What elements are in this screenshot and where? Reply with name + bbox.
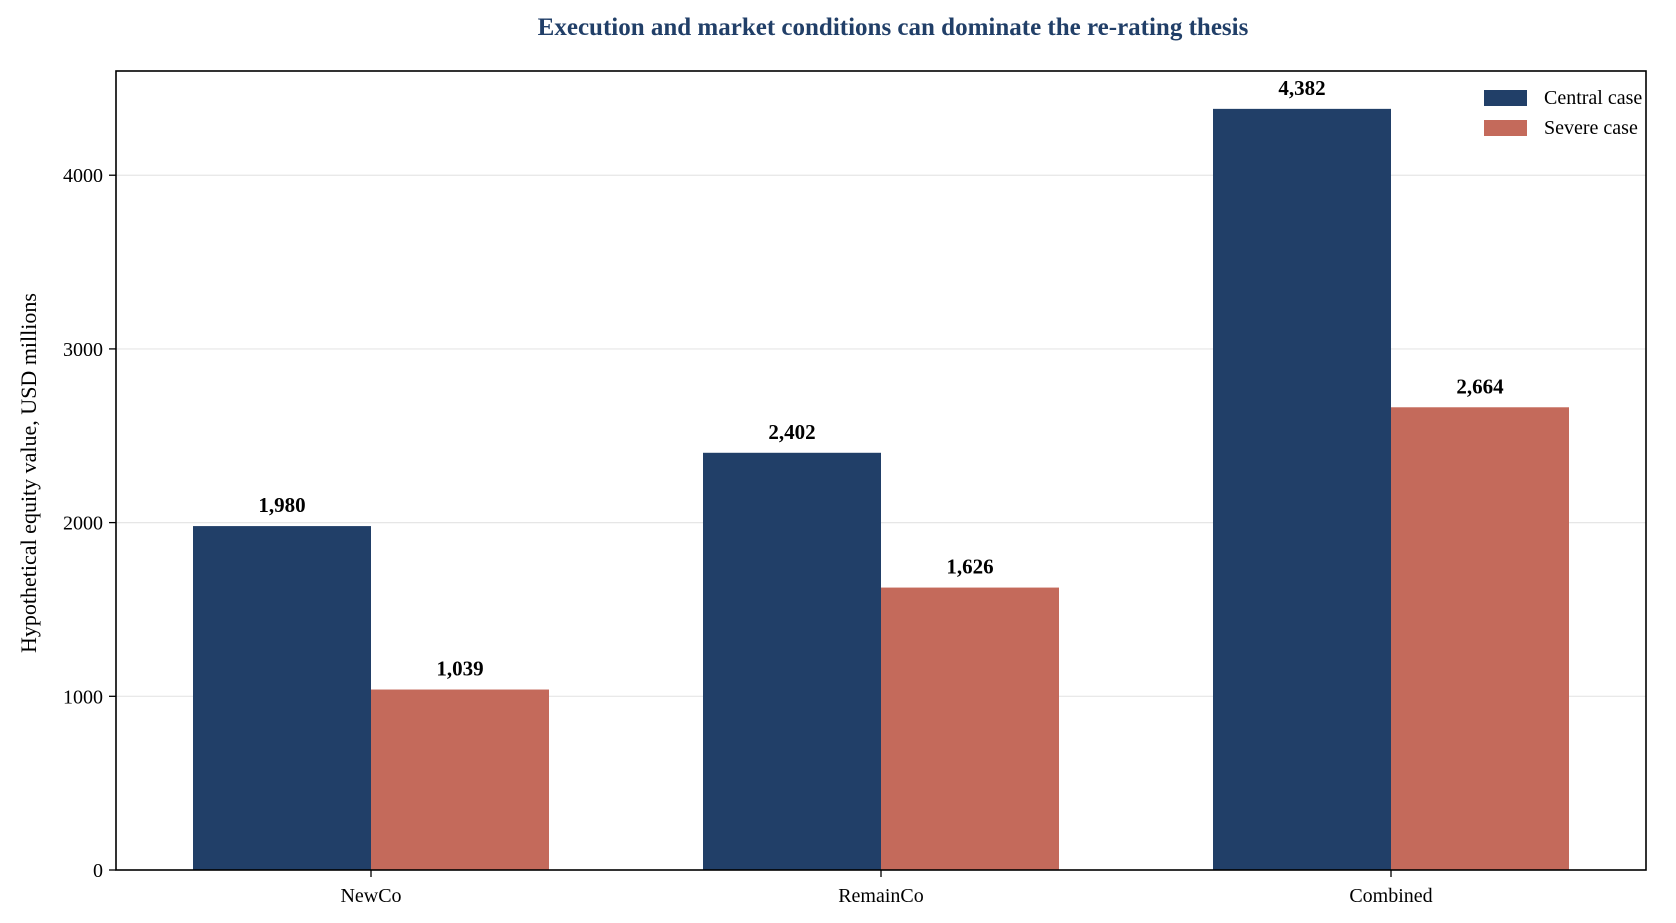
bar-central-case-newco: [193, 526, 371, 870]
axes: 0 1000 2000 3000 4000 NewCo RemainCo Combined: [63, 70, 1647, 907]
y-tick-label: 4000: [63, 165, 103, 187]
data-label: 1,980: [258, 493, 305, 517]
data-label: 1,039: [436, 657, 483, 681]
bar-central-case-remainco: [703, 452, 881, 870]
legend-label: Central case: [1544, 87, 1642, 109]
bar-central-case-combined: [1213, 108, 1391, 870]
x-tick-label: Combined: [1349, 885, 1432, 907]
y-tick-label: 2000: [63, 513, 103, 535]
bar-severe-case-remainco: [881, 587, 1059, 870]
bar-severe-case-combined: [1391, 407, 1569, 870]
legend: Central case Severe case: [1484, 87, 1642, 139]
data-label: 2,402: [768, 420, 815, 444]
y-tick-label: 3000: [63, 339, 103, 361]
data-label: 4,382: [1278, 76, 1325, 100]
legend-swatch: [1484, 120, 1527, 136]
legend-swatch: [1484, 90, 1527, 106]
x-tick-label: NewCo: [340, 885, 401, 907]
legend-label: Severe case: [1544, 117, 1638, 139]
x-tick-label: RemainCo: [838, 885, 924, 907]
y-tick-label: 1000: [63, 686, 103, 708]
data-labels: 1,980 1,039 2,402 1,626 4,382 2,664: [258, 76, 1504, 681]
chart-title: Execution and market conditions can domi…: [538, 14, 1249, 41]
bar-severe-case-newco: [371, 689, 549, 870]
plot-frame: [115, 70, 1647, 871]
bars: [193, 108, 1569, 870]
data-label: 1,626: [946, 555, 993, 579]
y-tick-label: 0: [93, 860, 103, 882]
data-label: 2,664: [1456, 374, 1504, 398]
y-axis-label: Hypothetical equity value, USD millions: [16, 293, 41, 653]
